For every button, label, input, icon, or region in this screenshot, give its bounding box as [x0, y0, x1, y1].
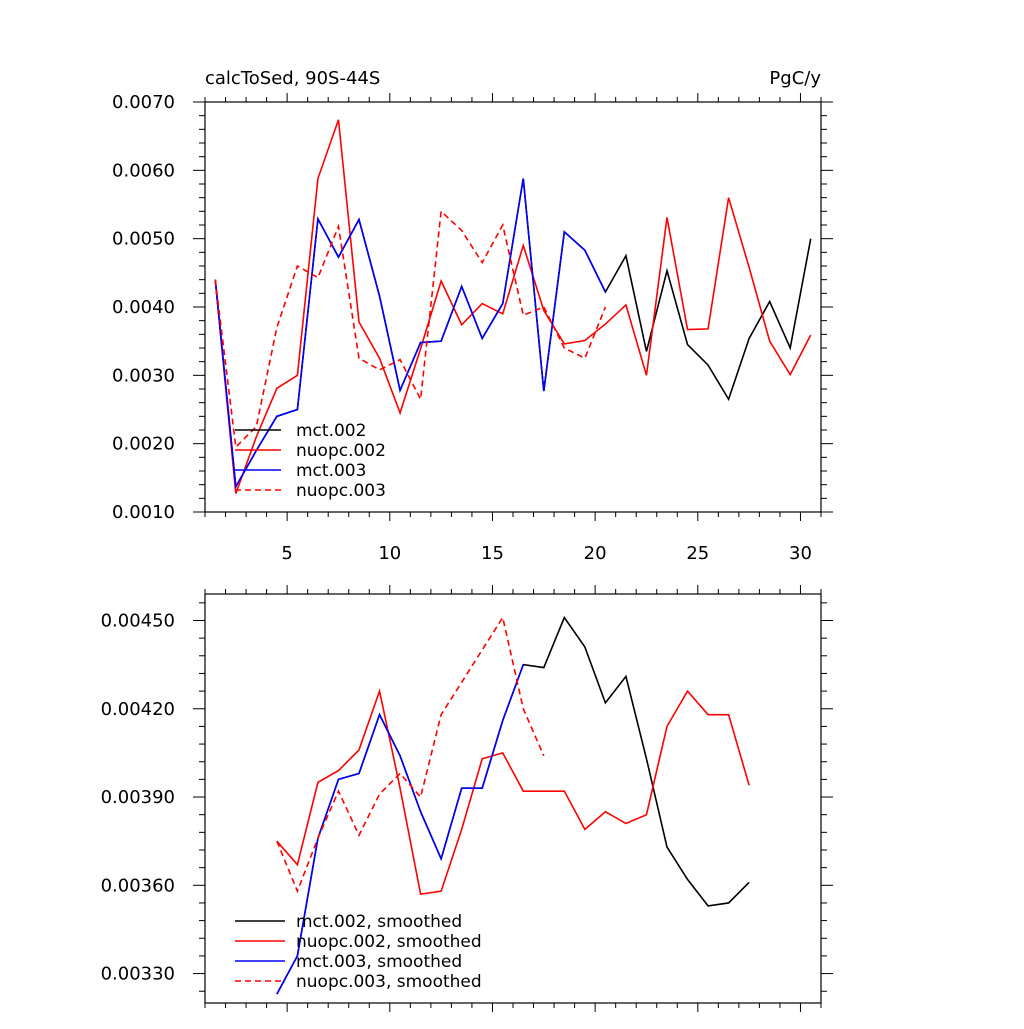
y-tick-label: 0.00420: [101, 699, 175, 720]
series-line-nuopc-002: [214, 119, 812, 494]
series-line-nuopc-003-smoothed: [276, 615, 545, 894]
x-tick-label: 25: [686, 543, 709, 564]
x-tick-label: 15: [481, 543, 504, 564]
top-chart-units: PgC/y: [769, 68, 821, 89]
legend-label: mct.003: [296, 461, 366, 481]
y-tick-label: 0.0050: [112, 229, 175, 250]
legend-label: nuopc.003, smoothed: [296, 972, 482, 992]
x-tick-label: 5: [281, 543, 292, 564]
y-tick-label: 0.00390: [101, 787, 175, 808]
top-plot: calcToSed, 90S-44S PgC/y 5 10 15 20 25 30 0.00…: [112, 68, 833, 564]
legend-label: mct.002, smoothed: [296, 912, 462, 932]
y-tick-label: 0.00450: [101, 610, 175, 631]
series-line-nuopc-003: [214, 209, 607, 449]
y-tick-label: 0.0010: [112, 502, 175, 523]
y-tick-label: 0.0040: [112, 297, 175, 318]
legend-label: nuopc.002, smoothed: [296, 932, 482, 952]
x-tick-label: 10: [378, 543, 401, 564]
legend-label: mct.002: [296, 421, 366, 441]
legend-label: nuopc.002: [296, 441, 386, 461]
legend-label: nuopc.003: [296, 481, 386, 501]
x-tick-label: 30: [789, 543, 812, 564]
x-tick-label: 20: [584, 543, 607, 564]
bottom-plot: 0.00330 0.00360 0.00390 0.00420 0.00450 mct.0…: [101, 585, 833, 1012]
series-line-mct-003: [214, 178, 607, 490]
series-line-nuopc-002-smoothed: [276, 688, 750, 896]
top-chart-title: calcToSed, 90S-44S: [205, 68, 380, 89]
y-tick-label: 0.0060: [112, 160, 175, 181]
y-tick-label: 0.00330: [101, 964, 175, 985]
y-tick-label: 0.00360: [101, 875, 175, 896]
y-tick-label: 0.0070: [112, 92, 175, 113]
y-tick-label: 0.0020: [112, 434, 175, 455]
legend-label: mct.003, smoothed: [296, 952, 462, 972]
y-tick-label: 0.0030: [112, 365, 175, 386]
